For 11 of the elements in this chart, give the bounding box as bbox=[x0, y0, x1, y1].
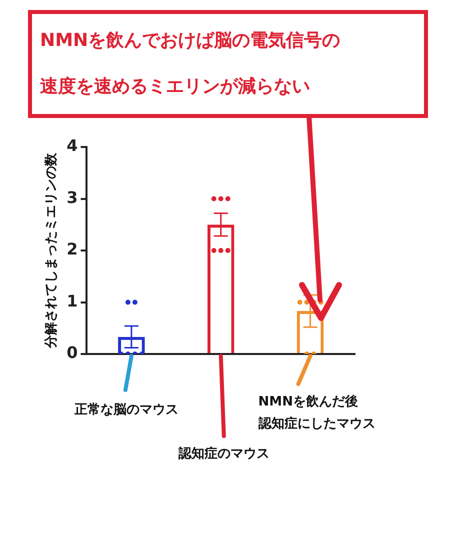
y-tick-label: 0 bbox=[66, 343, 78, 362]
y-tick-label: 3 bbox=[66, 188, 78, 207]
chart-title: NMNを飲んでおけば脳の電気信号の速度を速めるミエリンが減らない bbox=[40, 30, 340, 97]
y-tick-label: 4 bbox=[66, 136, 78, 156]
text: NMNを飲んだ後 bbox=[258, 393, 358, 410]
y-axis-title: 分解されてしまったミエリンの数 bbox=[44, 152, 60, 349]
text: 正常な脳のマウス bbox=[73, 402, 178, 418]
text: 認知症のマウス bbox=[177, 445, 270, 462]
y-tick-label: 2 bbox=[66, 240, 78, 259]
y-tick-label: 1 bbox=[66, 291, 78, 310]
text: 認知症にしたマウス bbox=[257, 415, 376, 432]
